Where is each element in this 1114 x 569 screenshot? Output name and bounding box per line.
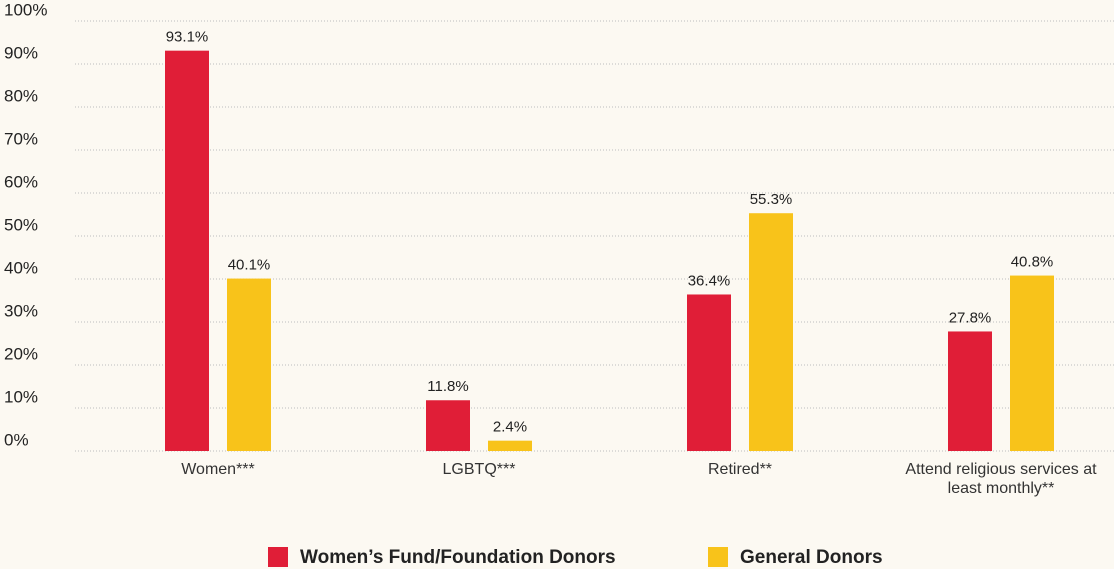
value-label: 40.1% — [228, 257, 271, 274]
x-tick-label: Attend religious services at least month… — [905, 461, 1097, 497]
y-tick-label: 20% — [4, 344, 38, 363]
y-tick-label: 60% — [4, 172, 38, 191]
x-tick-label: LGBTQ*** — [442, 461, 516, 478]
legend-swatch — [268, 547, 288, 567]
bar — [227, 278, 271, 451]
bar — [488, 440, 532, 451]
bar — [749, 213, 793, 451]
value-label: 93.1% — [166, 29, 209, 46]
y-tick-label: 90% — [4, 43, 38, 62]
y-tick-label: 30% — [4, 301, 38, 320]
value-label: 11.8% — [427, 378, 468, 395]
x-tick-label: Women*** — [181, 461, 255, 478]
bar — [165, 50, 209, 452]
legend-label: Women’s Fund/Foundation Donors — [300, 547, 616, 568]
legend-label: General Donors — [740, 547, 883, 568]
bar — [426, 400, 470, 451]
y-tick-label: 0% — [4, 430, 29, 449]
y-tick-label: 100% — [4, 0, 47, 19]
value-label: 55.3% — [750, 191, 793, 208]
value-label: 2.4% — [493, 419, 527, 436]
y-tick-label: 70% — [4, 129, 38, 148]
bar — [687, 294, 731, 451]
value-label: 36.4% — [688, 272, 731, 289]
value-label: 27.8% — [949, 309, 992, 326]
y-tick-label: 80% — [4, 86, 38, 105]
bar — [1010, 275, 1054, 451]
y-tick-label: 10% — [4, 387, 38, 406]
value-label: 40.8% — [1011, 254, 1054, 271]
y-tick-label: 40% — [4, 258, 38, 277]
legend-swatch — [708, 547, 728, 567]
bar — [948, 331, 992, 451]
y-tick-label: 50% — [4, 215, 38, 234]
x-tick-label: Retired** — [707, 461, 773, 478]
